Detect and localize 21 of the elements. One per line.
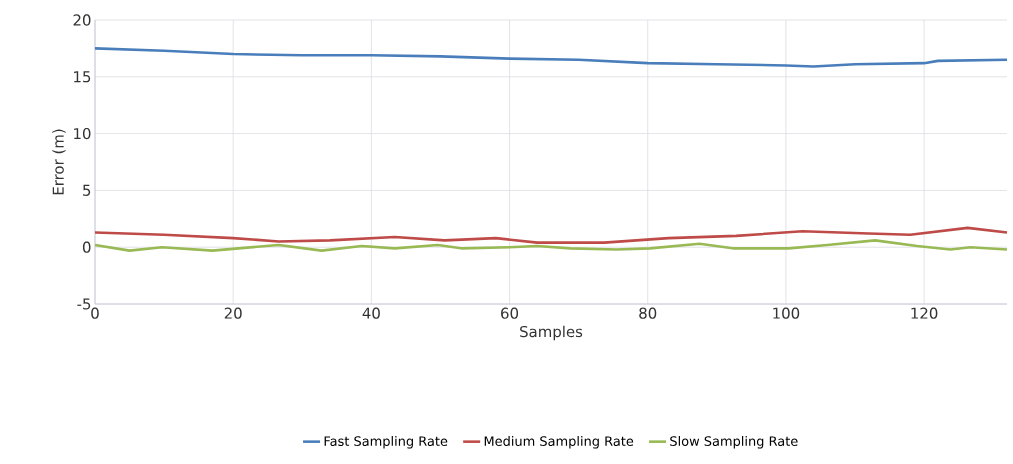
x-tick-label: 60 bbox=[501, 307, 519, 319]
legend-label: Fast Sampling Rate bbox=[324, 435, 448, 449]
x-axis-title: Samples bbox=[520, 325, 583, 341]
y-axis-title: Error (m) bbox=[52, 129, 66, 195]
x-tick-label: 0 bbox=[91, 307, 99, 319]
x-tick-label: 100 bbox=[773, 307, 800, 319]
x-tick-label: 120 bbox=[911, 307, 938, 319]
legend-label: Medium Sampling Rate bbox=[484, 435, 634, 449]
x-tick-label: 80 bbox=[639, 307, 657, 319]
x-tick-label: 20 bbox=[224, 307, 242, 319]
y-tick-label: 15 bbox=[74, 71, 91, 83]
y-tick-label: 0 bbox=[82, 241, 91, 253]
y-tick-label: 20 bbox=[73, 14, 91, 26]
x-tick-label: 40 bbox=[362, 307, 380, 319]
y-tick-label: 5 bbox=[83, 184, 91, 196]
line-series bbox=[93, 239, 1009, 252]
y-tick-label: 10 bbox=[74, 127, 91, 140]
line-series bbox=[93, 47, 1009, 68]
y-tick-label: -5 bbox=[77, 298, 91, 310]
line-series bbox=[93, 226, 1009, 244]
legend-label: Slow Sampling Rate bbox=[670, 435, 798, 449]
